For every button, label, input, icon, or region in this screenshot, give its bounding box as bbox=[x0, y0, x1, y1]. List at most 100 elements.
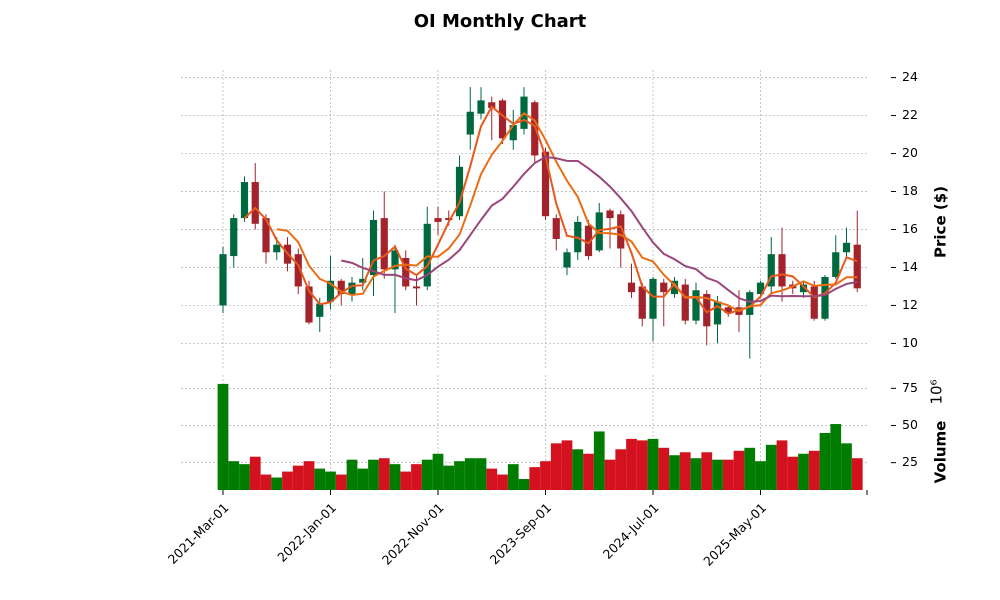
candle-body bbox=[316, 303, 324, 317]
volume-axis-label: Volume bbox=[932, 421, 950, 484]
volume-bar bbox=[690, 458, 702, 490]
chart-title: OI Monthly Chart bbox=[414, 11, 587, 32]
volume-bar bbox=[518, 479, 530, 490]
volume-bar bbox=[636, 440, 648, 490]
candle-body bbox=[799, 284, 808, 293]
candle-body bbox=[541, 151, 550, 217]
volume-bar bbox=[411, 464, 422, 490]
candle-body bbox=[434, 218, 442, 222]
candle-body bbox=[348, 282, 356, 295]
volume-bar bbox=[228, 461, 240, 490]
candle-body bbox=[455, 166, 464, 217]
candle-body bbox=[380, 218, 388, 270]
volume-bar bbox=[658, 447, 670, 490]
candle-body bbox=[466, 111, 474, 135]
volume-bar bbox=[271, 477, 283, 490]
candle-body bbox=[778, 254, 786, 287]
volume-bar bbox=[819, 432, 831, 490]
volume-bar bbox=[808, 450, 820, 490]
volume-bar bbox=[303, 461, 315, 490]
volume-bar bbox=[604, 459, 616, 490]
volume-bar bbox=[282, 471, 293, 490]
candle-body bbox=[273, 244, 281, 253]
volume-bar bbox=[550, 443, 562, 490]
candle-body bbox=[606, 210, 614, 219]
candle-body bbox=[853, 244, 861, 289]
x-tick-label: 2022-Jan-01 bbox=[274, 500, 339, 565]
volume-bar bbox=[497, 474, 508, 490]
candle-body bbox=[724, 307, 732, 314]
candle-body bbox=[842, 242, 851, 253]
candle-body bbox=[552, 218, 560, 239]
volume-bar bbox=[776, 440, 788, 490]
candle-body bbox=[369, 220, 378, 276]
candle-body bbox=[509, 125, 517, 141]
volume-bar bbox=[378, 458, 390, 490]
volume-bar bbox=[314, 468, 326, 490]
moving-average bbox=[243, 105, 858, 315]
x-tick-label: 2025-May-01 bbox=[700, 500, 769, 569]
volume-bar bbox=[615, 449, 627, 490]
volume-bar bbox=[529, 467, 541, 490]
volume-bar bbox=[217, 383, 229, 490]
volume-bar bbox=[765, 444, 777, 490]
volume-bar bbox=[292, 465, 304, 490]
candle-body bbox=[391, 250, 399, 270]
candle-body bbox=[498, 100, 507, 139]
y-tick-label: 16 bbox=[902, 221, 918, 236]
volume-bar bbox=[540, 461, 551, 490]
candle-body bbox=[251, 182, 259, 224]
candle-body bbox=[305, 286, 313, 323]
candle-body bbox=[767, 254, 775, 287]
candle-body bbox=[423, 223, 431, 287]
candle-body bbox=[262, 218, 270, 253]
candle-body bbox=[681, 284, 689, 321]
volume-bar bbox=[421, 459, 433, 490]
volume-bar bbox=[486, 468, 498, 490]
x-tick-label: 2024-Jul-01 bbox=[600, 500, 662, 562]
candle-body bbox=[294, 254, 302, 287]
y-tick-label: 10 bbox=[902, 335, 918, 350]
volume-bar bbox=[454, 461, 465, 490]
y-tick-label: 24 bbox=[902, 69, 918, 84]
volume-bar bbox=[561, 440, 573, 490]
volume-bar bbox=[626, 438, 637, 490]
candle-body bbox=[563, 252, 571, 268]
candle-body bbox=[337, 280, 345, 295]
volume-bar bbox=[583, 453, 594, 490]
volume-bar bbox=[701, 452, 713, 490]
volume-bar bbox=[357, 468, 369, 490]
volume-bar bbox=[755, 461, 766, 490]
candle-body bbox=[756, 282, 765, 295]
candle-body bbox=[810, 286, 818, 319]
candle-body bbox=[531, 102, 539, 156]
volume-bar bbox=[475, 458, 487, 490]
y-tick-label: 18 bbox=[902, 183, 918, 198]
volume-bar bbox=[249, 456, 261, 490]
candle-body bbox=[445, 218, 453, 220]
volume-bar bbox=[669, 455, 680, 490]
volume-bar bbox=[507, 464, 519, 490]
candle-body bbox=[746, 292, 754, 315]
volume-bar bbox=[830, 424, 842, 490]
candle-body bbox=[412, 286, 421, 289]
volume-bar bbox=[647, 438, 659, 490]
volume-bar bbox=[432, 453, 444, 490]
y2-tick-label: 50 bbox=[902, 417, 918, 432]
volume-bar bbox=[712, 459, 723, 490]
volume-bar bbox=[400, 471, 412, 490]
volume-bar bbox=[593, 431, 605, 490]
candle-body bbox=[649, 278, 657, 319]
x-tick-label: 2022-Nov-01 bbox=[379, 500, 447, 568]
candle-body bbox=[821, 276, 829, 319]
volume-bar bbox=[325, 471, 336, 490]
y2-tick-label: 75 bbox=[902, 380, 918, 395]
candle-body bbox=[627, 282, 636, 293]
candle-body bbox=[832, 252, 840, 277]
volume-bar bbox=[679, 452, 691, 490]
volume-bar bbox=[239, 464, 250, 490]
candle-body bbox=[584, 225, 593, 257]
volume-multiplier: 10⁶ bbox=[928, 379, 946, 404]
candle-body bbox=[240, 182, 249, 219]
